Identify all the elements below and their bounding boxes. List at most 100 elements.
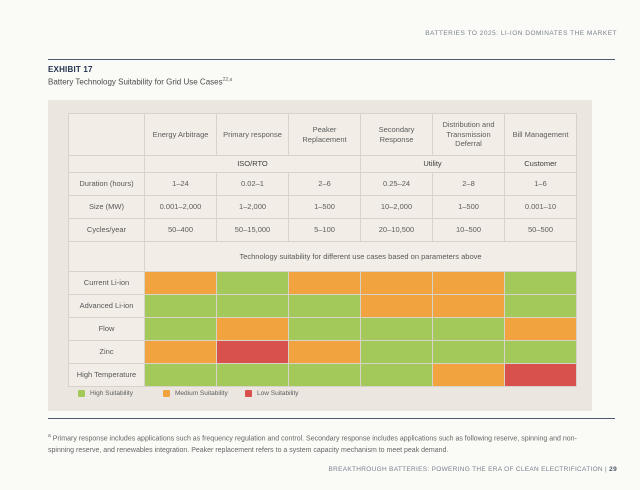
- param-value-cell: 1–500: [288, 195, 361, 219]
- tech-row-label: High Temperature: [68, 363, 145, 387]
- parameter-row: Duration (hours) 1–24 0.02–1 2–6 0.25–24 2–8 1…: [68, 172, 577, 196]
- param-value-cell: 20–10,500: [360, 218, 433, 242]
- tech-row-label: Zinc: [68, 340, 145, 364]
- footer-text: BREAKTHROUGH BATTERIES: POWERING THE ERA…: [328, 466, 603, 473]
- legend-label: Medium Suitability: [175, 390, 228, 397]
- page-footer: BREAKTHROUGH BATTERIES: POWERING THE ERA…: [328, 466, 617, 473]
- param-value-cell: 1–2,000: [216, 195, 289, 219]
- suitability-cell-medium: [360, 271, 433, 295]
- exhibit-title: Battery Technology Suitability for Grid …: [48, 77, 232, 87]
- parameter-row: Cycles/year 50–400 50–15,000 5–100 20–10,500…: [68, 218, 577, 242]
- tech-row-label: Current Li-ion: [68, 271, 145, 295]
- footnote: a Primary response includes applications…: [48, 432, 596, 456]
- page-number: 29: [609, 466, 617, 473]
- suitability-cell-high: [504, 294, 577, 318]
- suitability-cell-low: [504, 363, 577, 387]
- suitability-cell-high: [144, 317, 217, 341]
- header-divider: [48, 59, 615, 60]
- technology-row: High Temperature: [68, 363, 577, 387]
- param-row-label: Cycles/year: [68, 218, 145, 242]
- suitability-cell-high: [432, 317, 505, 341]
- corner-blank-cell: [68, 113, 145, 156]
- suitability-cell-medium: [216, 317, 289, 341]
- group-header: Utility: [360, 155, 505, 173]
- column-header: Primary response: [216, 113, 289, 156]
- param-value-cell: 5–100: [288, 218, 361, 242]
- running-header: BATTERIES TO 2025: LI-ION DOMINATES THE …: [425, 30, 617, 37]
- suitability-cell-medium: [288, 340, 361, 364]
- suitability-cell-medium: [288, 271, 361, 295]
- column-header: Distribution and Transmission Deferral: [432, 113, 505, 156]
- column-header-row: Energy Arbitrage Primary response Peaker R…: [68, 113, 577, 156]
- caption-row: Technology suitability for different use…: [68, 241, 577, 272]
- legend-item: Medium Suitability: [163, 390, 245, 397]
- param-value-cell: 50–15,000: [216, 218, 289, 242]
- param-row-label: Size (MW): [68, 195, 145, 219]
- suitability-cell-medium: [432, 363, 505, 387]
- param-row-label: Duration (hours): [68, 172, 145, 196]
- column-header: Bill Management: [504, 113, 577, 156]
- param-value-cell: 10–500: [432, 218, 505, 242]
- legend-label: Low Suitability: [257, 390, 299, 397]
- group-header: ISO/RTO: [144, 155, 361, 173]
- exhibit-panel: Energy Arbitrage Primary response Peaker R…: [48, 100, 592, 411]
- suitability-cell-high: [288, 294, 361, 318]
- column-header: Secondary Response: [360, 113, 433, 156]
- suitability-cell-high: [288, 317, 361, 341]
- legend-item: High Suitability: [78, 390, 163, 397]
- footer-divider: [48, 418, 615, 419]
- column-header: Energy Arbitrage: [144, 113, 217, 156]
- suitability-cell-high: [144, 363, 217, 387]
- suitability-cell-high: [360, 363, 433, 387]
- suitability-cell-high: [216, 294, 289, 318]
- suitability-table: Energy Arbitrage Primary response Peaker R…: [68, 113, 577, 387]
- legend-label: High Suitability: [90, 390, 133, 397]
- tech-row-label: Advanced Li-ion: [68, 294, 145, 318]
- technology-row: Zinc: [68, 340, 577, 364]
- suitability-cell-high: [288, 363, 361, 387]
- suitability-cell-medium: [504, 317, 577, 341]
- param-value-cell: 1–6: [504, 172, 577, 196]
- suitability-cell-high: [360, 340, 433, 364]
- param-value-cell: 0.001–10: [504, 195, 577, 219]
- param-value-cell: 1–24: [144, 172, 217, 196]
- param-value-cell: 0.25–24: [360, 172, 433, 196]
- suitability-cell-high: [144, 294, 217, 318]
- param-value-cell: 10–2,000: [360, 195, 433, 219]
- footnote-text: Primary response includes applications s…: [48, 435, 577, 454]
- band-blank-cell: [68, 155, 145, 173]
- suitability-cell-high: [360, 317, 433, 341]
- column-header: Peaker Replacement: [288, 113, 361, 156]
- low-suitability-swatch: [245, 390, 252, 397]
- technology-row: Advanced Li-ion: [68, 294, 577, 318]
- suitability-cell-high: [216, 271, 289, 295]
- high-suitability-swatch: [78, 390, 85, 397]
- caption-cell: Technology suitability for different use…: [144, 241, 577, 272]
- suitability-cell-high: [504, 271, 577, 295]
- param-value-cell: 0.02–1: [216, 172, 289, 196]
- legend-item: Low Suitability: [245, 390, 299, 397]
- technology-row: Flow: [68, 317, 577, 341]
- group-header: Customer: [504, 155, 577, 173]
- suitability-cell-high: [432, 340, 505, 364]
- suitability-cell-medium: [144, 271, 217, 295]
- suitability-cell-low: [216, 340, 289, 364]
- group-band-row: ISO/RTO Utility Customer: [68, 155, 577, 173]
- medium-suitability-swatch: [163, 390, 170, 397]
- exhibit-label: EXHIBIT 17: [48, 65, 93, 74]
- suitability-cell-medium: [144, 340, 217, 364]
- footnote-marker: a: [48, 433, 51, 439]
- suitability-cell-high: [216, 363, 289, 387]
- param-value-cell: 2–8: [432, 172, 505, 196]
- exhibit-title-text: Battery Technology Suitability for Grid …: [48, 77, 223, 87]
- tech-row-label: Flow: [68, 317, 145, 341]
- legend: High Suitability Medium Suitability Low Su…: [78, 390, 299, 397]
- param-value-cell: 2–6: [288, 172, 361, 196]
- parameter-row: Size (MW) 0.001–2,000 1–2,000 1–500 10–2,000…: [68, 195, 577, 219]
- param-value-cell: 1–500: [432, 195, 505, 219]
- suitability-cell-medium: [360, 294, 433, 318]
- suitability-cell-medium: [432, 271, 505, 295]
- suitability-cell-high: [504, 340, 577, 364]
- suitability-cell-medium: [432, 294, 505, 318]
